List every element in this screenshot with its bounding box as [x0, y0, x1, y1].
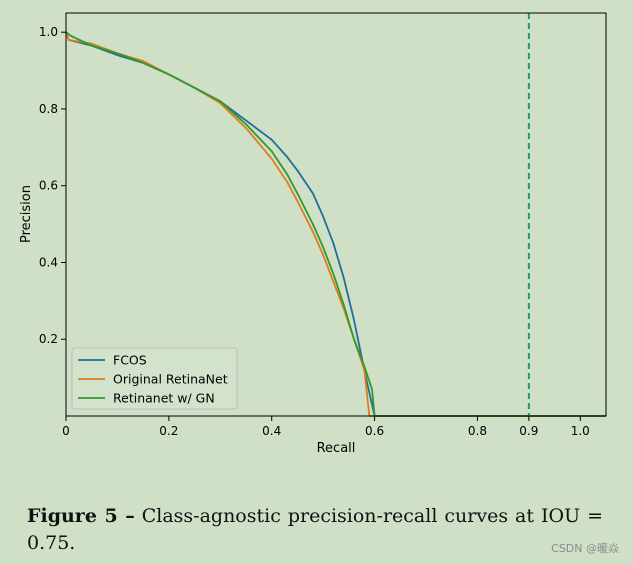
series-lines [65, 31, 606, 417]
y-tick-label: 0.6 [39, 179, 58, 193]
y-tick-label: 0.4 [39, 255, 58, 269]
figure-caption-text: Class-agnostic precision-recall curves a… [27, 505, 603, 554]
x-tick-label: 0.6 [365, 424, 384, 438]
series-line-1 [65, 31, 606, 417]
series-line-3 [65, 31, 606, 417]
y-tick-label: 1.0 [39, 25, 58, 39]
legend-entry: FCOS [113, 353, 147, 368]
figure-caption: Figure 5 – Class-agnostic precision-reca… [27, 503, 603, 557]
precision-recall-chart: 0 0.2 0.4 0.6 0.8 0.9 1.0 0.2 0.4 0.6 0.8 1.0 FCOS O… [19, 12, 607, 456]
legend-box [71, 347, 238, 410]
legend: FCOS Original RetinaNet Retinanet w/ GN [71, 347, 238, 410]
legend-entry: Original RetinaNet [113, 372, 228, 387]
watermark: CSDN @暖焱 [551, 542, 619, 555]
axes: 0 0.2 0.4 0.6 0.8 0.9 1.0 0.2 0.4 0.6 0.8 1.0 [39, 12, 607, 438]
legend-entry: Retinanet w/ GN [113, 391, 215, 406]
x-axis-label: Recall [317, 441, 356, 456]
x-tick-label: 0.4 [262, 424, 281, 438]
x-tick-label: 0.8 [468, 424, 487, 438]
x-tick-label: 0.9 [519, 424, 538, 438]
y-axis-label: Precision [19, 185, 34, 243]
axes-frame [65, 12, 607, 417]
x-tick-label: 0 [62, 424, 70, 438]
figure-caption-lead: Figure 5 – [27, 505, 135, 527]
y-tick-label: 0.8 [39, 102, 58, 116]
y-tick-label: 0.2 [39, 332, 58, 346]
x-tick-label: 1.0 [571, 424, 590, 438]
x-tick-label: 0.2 [159, 424, 178, 438]
